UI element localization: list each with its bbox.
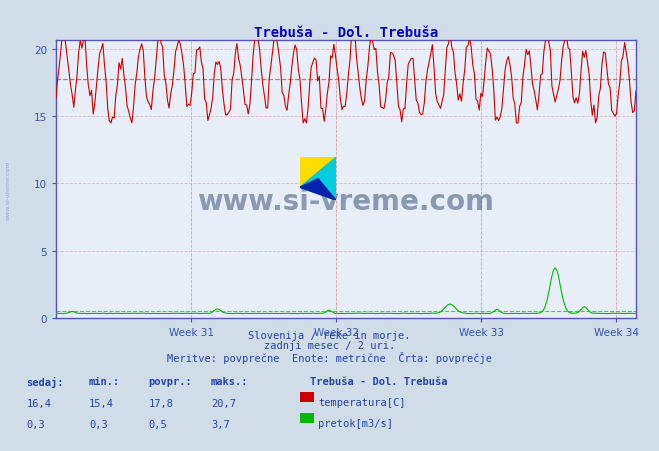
Polygon shape (300, 158, 336, 201)
Text: www.si-vreme.com: www.si-vreme.com (5, 160, 11, 219)
Text: zadnji mesec / 2 uri.: zadnji mesec / 2 uri. (264, 341, 395, 350)
Text: 0,3: 0,3 (89, 419, 107, 429)
Text: 0,3: 0,3 (26, 419, 45, 429)
Text: Slovenija / reke in morje.: Slovenija / reke in morje. (248, 330, 411, 340)
Text: sedaj:: sedaj: (26, 377, 64, 387)
Text: pretok[m3/s]: pretok[m3/s] (318, 419, 393, 428)
Text: 17,8: 17,8 (148, 398, 173, 408)
Polygon shape (300, 158, 336, 188)
Text: min.:: min.: (89, 377, 120, 387)
Text: temperatura[C]: temperatura[C] (318, 397, 406, 407)
Text: www.si-vreme.com: www.si-vreme.com (198, 188, 494, 216)
Text: Meritve: povprečne  Enote: metrične  Črta: povprečje: Meritve: povprečne Enote: metrične Črta:… (167, 351, 492, 363)
Text: maks.:: maks.: (211, 377, 248, 387)
Text: 0,5: 0,5 (148, 419, 167, 429)
Text: 20,7: 20,7 (211, 398, 236, 408)
Title: Trebuša - Dol. Trebuša: Trebuša - Dol. Trebuša (254, 25, 438, 39)
Text: 16,4: 16,4 (26, 398, 51, 408)
Text: Trebuša - Dol. Trebuša: Trebuša - Dol. Trebuša (310, 377, 447, 387)
Text: 15,4: 15,4 (89, 398, 114, 408)
Text: povpr.:: povpr.: (148, 377, 192, 387)
Polygon shape (300, 179, 336, 201)
Text: 3,7: 3,7 (211, 419, 229, 429)
